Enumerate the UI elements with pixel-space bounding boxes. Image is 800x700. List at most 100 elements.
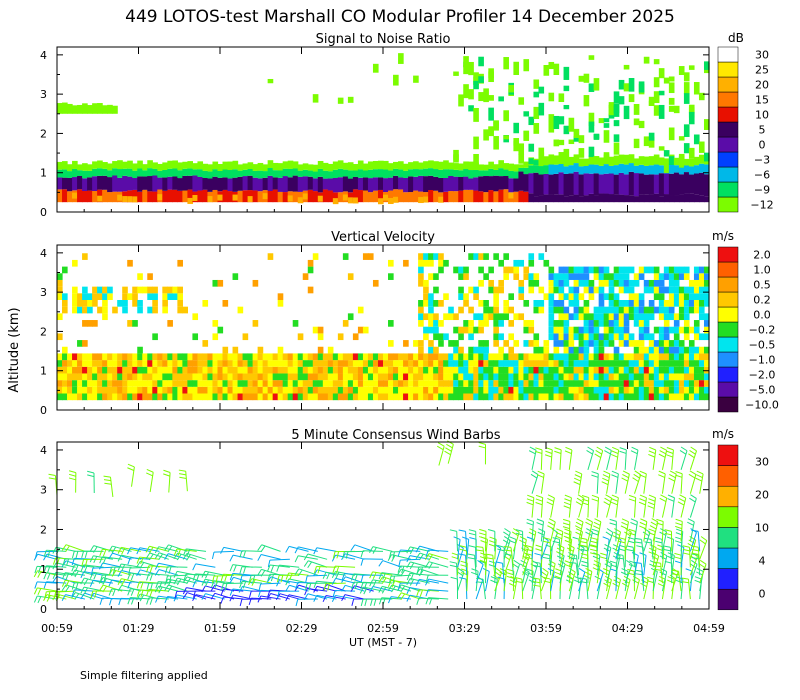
wind-barb-flag — [625, 528, 632, 533]
snr-cell — [217, 194, 224, 201]
wind-barb-staff — [232, 588, 253, 592]
vv-cell — [698, 333, 705, 341]
wind-barb-flag — [541, 571, 548, 577]
wind-barb-flag — [630, 450, 638, 455]
wind-barb — [323, 582, 346, 591]
vv-cell — [383, 386, 389, 394]
vv-cell — [423, 373, 429, 381]
vv-cell — [332, 353, 339, 361]
vv-cell — [127, 393, 133, 401]
vv-cell — [523, 320, 530, 327]
snr-cell — [543, 173, 550, 195]
wind-barb-flag — [224, 583, 228, 591]
snr-cell — [488, 190, 494, 203]
snr-cell — [653, 193, 660, 203]
vv-cell — [197, 380, 204, 387]
wind-barb-flag — [664, 532, 672, 536]
vv-cell — [428, 259, 434, 267]
wind-barb-flag — [585, 567, 593, 572]
wind-barb-flag — [642, 531, 650, 537]
wind-barb-flag — [580, 552, 588, 556]
vv-cell — [383, 353, 389, 361]
wind-barb-flag — [429, 597, 433, 605]
snr-cell — [693, 194, 700, 203]
snr-cell — [82, 103, 88, 114]
wind-barb — [458, 529, 468, 552]
vv-cell — [102, 366, 108, 374]
vv-cell — [428, 360, 434, 367]
vv-cell — [533, 380, 540, 387]
vv-cell — [648, 380, 655, 387]
figure-title: 449 LOTOS-test Marshall CO Modular Profi… — [125, 7, 675, 27]
vv-cell — [458, 273, 464, 280]
wind-barb — [591, 471, 599, 494]
vv-cell — [367, 380, 374, 387]
wind-barb-flag — [611, 470, 619, 475]
vv-cell — [663, 360, 670, 367]
vv-cell — [463, 326, 469, 334]
snr-cell — [257, 178, 264, 192]
snr-cell — [132, 196, 138, 203]
wind-barb-flag — [546, 501, 554, 506]
vv-cell — [478, 300, 484, 307]
vv-cell — [247, 353, 254, 361]
x-tick-label: 02:59 — [367, 622, 399, 635]
wind-barb-flag — [659, 497, 667, 502]
vv-cell — [443, 380, 449, 387]
snr-cell — [648, 194, 655, 203]
wind-barb — [331, 577, 356, 585]
vv-cell — [413, 366, 419, 374]
wind-barb-flag — [547, 494, 555, 499]
vv-cell — [122, 393, 128, 401]
snr-cell — [488, 168, 494, 177]
snr-cell — [92, 191, 98, 203]
wind-barb-flag — [698, 563, 706, 569]
wind-barb-flag — [669, 470, 677, 475]
vv-cell — [698, 353, 705, 361]
vv-cell — [633, 366, 640, 374]
wind-barb-flag — [569, 561, 577, 564]
snr-cell — [62, 177, 68, 190]
wind-barb-flag — [140, 590, 144, 598]
snr-cell — [638, 81, 645, 93]
vv-cell — [603, 306, 610, 314]
snr-cell — [438, 196, 444, 203]
wind-barb-flag — [378, 586, 383, 593]
vv-cell — [698, 313, 705, 321]
wind-barb-flag — [43, 550, 47, 557]
vv-cell — [252, 386, 259, 394]
snr-cell — [533, 165, 540, 173]
vv-cell — [292, 386, 299, 394]
snr-cell — [473, 169, 479, 178]
vv-cell — [558, 380, 565, 387]
vv-cell — [468, 373, 474, 381]
snr-cell — [332, 161, 339, 170]
vv-cell — [493, 293, 499, 300]
snr-cell — [277, 177, 284, 192]
wind-barb — [146, 565, 169, 573]
snr-cell — [312, 178, 319, 192]
wind-barb-flag — [331, 571, 336, 579]
vv-cell — [633, 346, 640, 354]
vv-cell — [698, 373, 705, 381]
vv-cell — [418, 373, 424, 381]
wind-barb — [579, 537, 589, 560]
vv-cell — [423, 326, 429, 334]
wind-barb — [632, 575, 640, 600]
snr-colorbar-color-box — [717, 181, 739, 198]
wind-barb — [444, 440, 454, 464]
vv-cell — [613, 293, 620, 300]
snr-cell — [463, 189, 469, 203]
wind-barb — [609, 518, 617, 542]
snr-cell — [137, 176, 143, 192]
snr-cell — [87, 164, 93, 171]
wind-barb-flag — [425, 597, 429, 605]
vv-cell — [458, 306, 464, 314]
vv-cell — [668, 313, 675, 321]
snr-cell — [638, 194, 645, 203]
vv-cell — [337, 373, 344, 381]
vv-cell — [62, 386, 68, 394]
snr-cell — [483, 164, 489, 171]
vv-cell — [307, 360, 314, 367]
vv-cell — [77, 293, 83, 300]
